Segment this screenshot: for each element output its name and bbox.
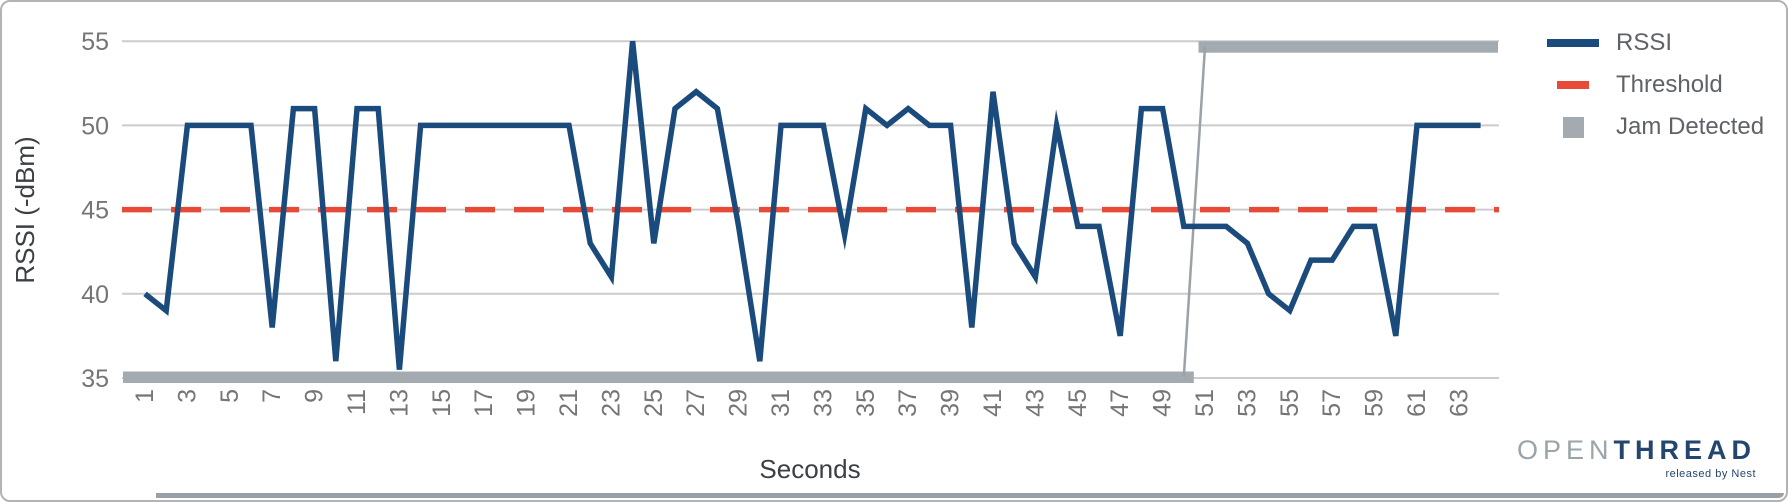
svg-text:45: 45 xyxy=(1064,389,1092,417)
legend-item-threshold: Threshold xyxy=(1547,64,1764,106)
jam-detected-connector xyxy=(1182,46,1207,378)
y-axis-title: RSSI (-dBm) xyxy=(10,136,40,283)
svg-text:29: 29 xyxy=(725,389,753,417)
logo-tagline: released by Nest xyxy=(1665,468,1756,480)
jam-detected-bar-low xyxy=(123,371,1194,383)
svg-text:45: 45 xyxy=(81,197,109,225)
openthread-wordmark: OPENTHREAD xyxy=(1517,435,1756,466)
svg-text:55: 55 xyxy=(81,28,109,56)
svg-text:19: 19 xyxy=(513,389,541,417)
y-tick-labels: 35 40 45 50 55 xyxy=(81,28,109,393)
svg-text:63: 63 xyxy=(1445,389,1473,417)
svg-text:35: 35 xyxy=(81,365,109,393)
svg-text:15: 15 xyxy=(428,389,456,417)
svg-text:7: 7 xyxy=(258,389,286,403)
svg-text:25: 25 xyxy=(640,389,668,417)
legend-label-threshold: Threshold xyxy=(1616,71,1723,98)
svg-text:37: 37 xyxy=(894,389,922,417)
window-bottom-edge xyxy=(156,493,1784,498)
svg-text:41: 41 xyxy=(979,389,1007,417)
svg-text:51: 51 xyxy=(1191,389,1219,417)
svg-text:1: 1 xyxy=(131,389,159,403)
legend-label-rssi: RSSI xyxy=(1616,29,1673,56)
legend-item-jam-detected: Jam Detected xyxy=(1547,106,1764,148)
svg-text:3: 3 xyxy=(173,389,201,403)
openthread-logo: OPENTHREAD released by Nest xyxy=(1517,435,1756,480)
rssi-line-swatch-icon xyxy=(1547,39,1599,47)
svg-text:21: 21 xyxy=(555,389,583,417)
svg-text:59: 59 xyxy=(1361,389,1389,417)
svg-text:11: 11 xyxy=(343,389,371,415)
x-axis-title: Seconds xyxy=(759,454,860,484)
jam-detected-series xyxy=(123,41,1498,383)
svg-text:40: 40 xyxy=(81,281,109,309)
svg-text:23: 23 xyxy=(597,389,625,417)
svg-text:9: 9 xyxy=(301,389,329,403)
threshold-dash-swatch-icon xyxy=(1547,81,1599,89)
svg-text:61: 61 xyxy=(1403,389,1431,417)
svg-text:5: 5 xyxy=(216,389,244,403)
rssi-line xyxy=(143,40,1481,370)
legend-label-jam-detected: Jam Detected xyxy=(1616,113,1765,140)
jam-square-swatch-icon xyxy=(1547,116,1599,138)
svg-text:39: 39 xyxy=(937,389,965,417)
svg-text:49: 49 xyxy=(1149,389,1177,417)
svg-text:17: 17 xyxy=(470,389,498,417)
svg-text:47: 47 xyxy=(1106,389,1134,417)
svg-text:57: 57 xyxy=(1318,389,1346,417)
logo-thread-text: THREAD xyxy=(1613,435,1756,465)
jam-detected-bar-high xyxy=(1198,41,1498,53)
svg-text:13: 13 xyxy=(385,389,413,417)
x-tick-labels: 1 3 5 7 9 11 13 15 17 19 21 23 25 27 29 31 33 35 37 39 41 43 4… xyxy=(131,389,1473,417)
legend: RSSI Threshold Jam Detected xyxy=(1547,22,1764,148)
svg-text:33: 33 xyxy=(809,389,837,417)
svg-text:53: 53 xyxy=(1233,389,1261,417)
svg-text:27: 27 xyxy=(682,389,710,417)
svg-text:31: 31 xyxy=(767,389,795,417)
logo-open-text: OPEN xyxy=(1516,435,1614,465)
svg-text:43: 43 xyxy=(1021,389,1049,417)
svg-text:50: 50 xyxy=(81,112,109,140)
legend-item-rssi: RSSI xyxy=(1547,22,1764,64)
svg-text:35: 35 xyxy=(852,389,880,417)
svg-text:55: 55 xyxy=(1276,389,1304,417)
